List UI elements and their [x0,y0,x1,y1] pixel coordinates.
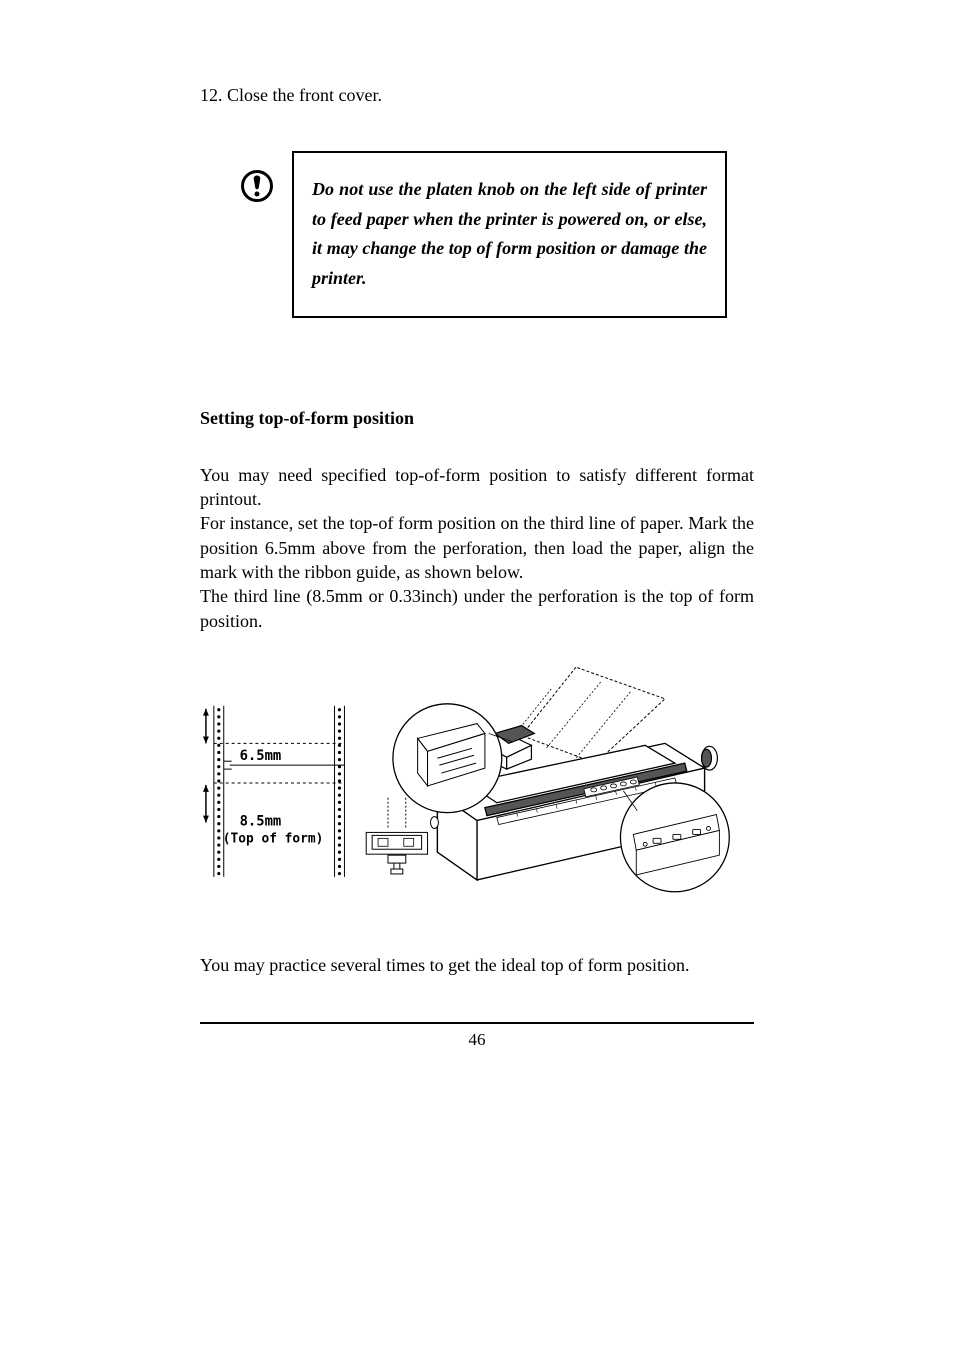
printer-illustration: 6.5mm 8.5mm (Top of form) [200,663,754,893]
callout-text: Do not use the platen knob on the left s… [312,175,707,294]
section-heading: Setting top-of-form position [200,408,754,429]
paragraph-2: For instance, set the top-of form positi… [200,511,754,584]
label-8-5mm: 8.5mm [240,813,282,829]
paragraph-3: The third line (8.5mm or 0.33inch) under… [200,584,754,633]
warning-callout: Do not use the platen knob on the left s… [240,151,754,318]
label-6-5mm: 6.5mm [240,748,282,764]
step-text: 12. Close the front cover. [200,85,754,106]
footer-rule [200,1022,754,1024]
paragraph-1: You may need specified top-of-form posit… [200,463,754,512]
closing-text: You may practice several times to get th… [200,953,754,977]
warning-icon [240,169,274,208]
page-number: 46 [200,1030,754,1050]
label-top-of-form: (Top of form) [223,831,324,846]
callout-box: Do not use the platen knob on the left s… [292,151,727,318]
